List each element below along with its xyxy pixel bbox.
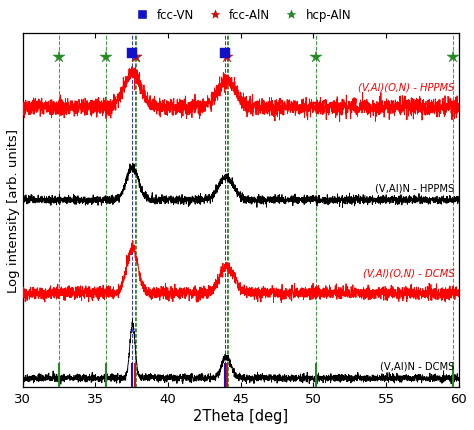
Text: (V,Al)(O,N) - HPPMS: (V,Al)(O,N) - HPPMS [358, 82, 454, 92]
Text: (V,Al)N - HPPMS: (V,Al)N - HPPMS [375, 183, 454, 193]
Y-axis label: Log intensity [arb. units]: Log intensity [arb. units] [7, 129, 20, 292]
Legend: fcc-VN, fcc-AlN, hcp-AlN: fcc-VN, fcc-AlN, hcp-AlN [128, 7, 354, 25]
Text: (V,Al)(O,N) - DCMS: (V,Al)(O,N) - DCMS [363, 268, 454, 278]
Text: (V,Al)N - DCMS: (V,Al)N - DCMS [380, 360, 454, 371]
X-axis label: 2Theta [deg]: 2Theta [deg] [193, 408, 288, 423]
